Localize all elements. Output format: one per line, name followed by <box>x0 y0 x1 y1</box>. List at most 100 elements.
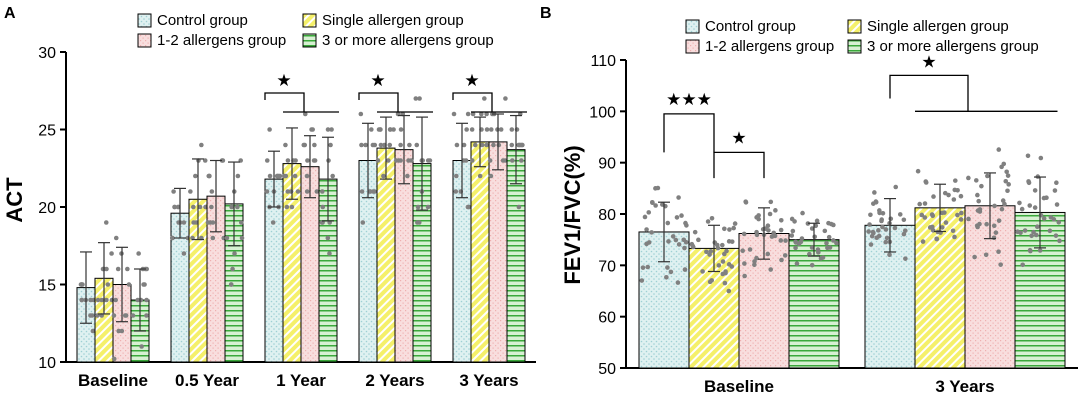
data-point <box>219 158 225 163</box>
data-point <box>283 173 289 179</box>
data-point <box>644 227 649 232</box>
y-tick-label: 100 <box>589 104 616 121</box>
x-category-label: Baseline <box>704 377 774 396</box>
data-point <box>794 261 800 266</box>
data-point <box>417 96 422 101</box>
data-point <box>704 249 709 255</box>
data-point <box>782 253 788 258</box>
data-point <box>363 142 368 148</box>
data-point <box>1047 228 1053 234</box>
y-tick-label: 80 <box>598 207 616 224</box>
legend-label: 3 or more allergens group <box>322 32 494 49</box>
data-point <box>740 248 745 253</box>
data-point <box>378 142 384 148</box>
data-point <box>665 220 671 226</box>
data-point <box>966 175 971 181</box>
data-point <box>113 235 119 241</box>
data-point <box>109 251 114 256</box>
data-point <box>724 248 729 254</box>
data-point <box>398 127 404 132</box>
data-point <box>984 221 989 227</box>
data-point <box>809 245 815 250</box>
data-point <box>238 220 244 225</box>
data-point <box>752 262 757 268</box>
data-point <box>1051 217 1057 222</box>
data-point <box>827 245 833 250</box>
data-point <box>645 264 651 270</box>
data-point <box>993 230 999 235</box>
data-point <box>765 223 771 228</box>
data-point <box>813 223 819 229</box>
data-point <box>826 220 831 226</box>
data-point <box>416 220 422 225</box>
data-point <box>139 344 144 349</box>
data-point <box>732 221 738 226</box>
data-point <box>979 183 984 189</box>
data-point <box>328 142 333 148</box>
significance-star: ★ <box>731 128 746 147</box>
data-point <box>783 238 788 243</box>
data-point <box>293 158 298 163</box>
data-point <box>975 224 980 230</box>
significance-star: ★ <box>921 52 936 71</box>
data-point <box>454 142 460 148</box>
data-point <box>479 111 484 117</box>
data-point <box>181 220 187 225</box>
data-point <box>950 228 956 234</box>
data-point <box>690 244 696 250</box>
data-point <box>103 220 109 225</box>
data-point <box>646 210 652 215</box>
data-point <box>996 249 1001 254</box>
data-point <box>1017 200 1022 206</box>
data-point <box>398 158 403 163</box>
data-point <box>642 214 648 220</box>
y-tick-label: 15 <box>38 278 56 295</box>
data-point <box>866 229 871 234</box>
data-point <box>207 173 212 179</box>
legend-a: Control group Single allergen group 1-2 al… <box>137 12 494 49</box>
data-point <box>999 206 1005 212</box>
data-point <box>123 313 129 318</box>
data-point <box>646 240 652 245</box>
data-point <box>285 189 291 194</box>
data-point <box>170 235 175 241</box>
data-point <box>676 195 681 200</box>
data-point <box>398 142 403 148</box>
panel-a-ylabel: ACT <box>2 177 27 223</box>
data-point <box>930 213 936 219</box>
data-point <box>1037 248 1043 253</box>
data-point <box>901 231 907 237</box>
data-point <box>465 111 471 117</box>
data-point <box>461 142 467 148</box>
data-point <box>518 142 523 148</box>
data-point <box>370 142 376 148</box>
data-point <box>181 251 187 256</box>
data-point <box>285 158 291 163</box>
data-point <box>1018 230 1023 235</box>
data-point <box>488 127 494 132</box>
data-point <box>673 237 679 243</box>
data-point <box>805 221 811 226</box>
data-point <box>378 127 383 132</box>
legend-b: Control group Single allergen group 1-2 al… <box>685 18 1039 55</box>
bar <box>788 239 840 369</box>
data-point <box>1057 238 1062 244</box>
data-point <box>880 211 886 216</box>
data-point <box>463 158 469 163</box>
data-point <box>1052 188 1058 193</box>
data-point <box>498 127 504 132</box>
y-tick-label: 25 <box>38 123 56 140</box>
data-point <box>503 96 508 101</box>
data-point <box>707 252 712 257</box>
data-point <box>496 142 502 148</box>
data-point <box>1034 232 1039 238</box>
data-point <box>768 267 774 272</box>
data-point <box>1003 178 1009 184</box>
legend-swatch <box>302 33 317 48</box>
data-point <box>939 225 945 230</box>
data-point <box>682 267 688 272</box>
data-point <box>283 142 288 148</box>
significance-star: ★ <box>370 71 385 90</box>
